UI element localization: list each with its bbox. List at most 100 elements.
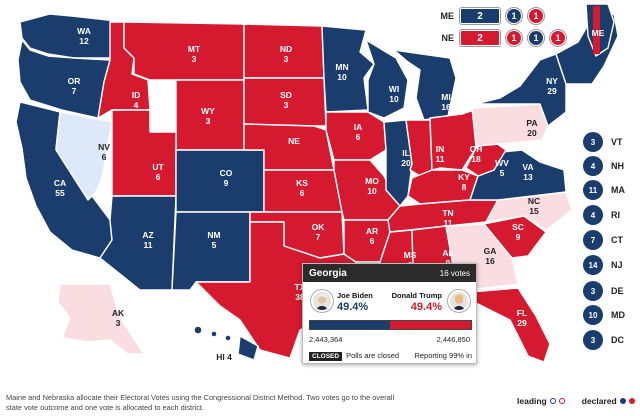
state-label-nm: NM — [207, 230, 220, 240]
legend-leading-dem-ring — [549, 398, 556, 404]
state-votes-ok: 7 — [316, 232, 321, 242]
small-state-ct[interactable]: 7 CT — [583, 230, 623, 250]
state-label-il: IL — [402, 148, 410, 158]
maine-statewide-votes[interactable]: 2 — [460, 8, 500, 24]
state-hi[interactable] — [193, 325, 259, 361]
state-votes-wv: 5 — [500, 168, 505, 178]
state-sd[interactable] — [243, 77, 327, 127]
reporting-status: Reporting 99% in — [414, 351, 472, 360]
state-label-mo: MO — [365, 176, 379, 186]
state-label-wy: WY — [201, 106, 215, 116]
state-votes-nv: 6 — [102, 152, 107, 162]
state-label-tx: TX — [295, 282, 306, 292]
state-label-nd: ND — [280, 44, 292, 54]
state-co[interactable] — [175, 149, 265, 213]
small-state-nj[interactable]: 14 NJ — [583, 255, 623, 275]
maine-district-2[interactable]: 1 — [528, 8, 544, 24]
small-state-votes: 11 — [583, 180, 603, 200]
small-state-votes: 14 — [583, 255, 603, 275]
state-votes-mi: 16 — [441, 102, 451, 112]
state-result-tooltip: Georgia 16 votes Joe Biden 49.4% Donald … — [302, 263, 477, 364]
state-mt[interactable] — [123, 21, 245, 81]
state-label-ak: AK — [112, 308, 125, 318]
state-votes-ky: 8 — [462, 182, 467, 192]
small-state-ma[interactable]: 11 MA — [583, 180, 625, 200]
nebraska-district-2[interactable]: 1 — [528, 30, 544, 46]
state-votes-va: 13 — [523, 172, 533, 182]
state-votes-wi: 10 — [389, 94, 399, 104]
tooltip-state-name: Georgia — [309, 267, 347, 279]
state-votes-id: 4 — [134, 100, 139, 110]
tooltip-header: Georgia 16 votes — [303, 264, 476, 282]
maine-label: ME — [440, 11, 455, 21]
state-ut[interactable] — [111, 109, 177, 197]
small-state-abbr: RI — [611, 210, 620, 220]
tooltip-footer: CLOSED Polls are closed Reporting 99% in — [309, 351, 472, 361]
biden-vote-count: 2,443,364 — [309, 335, 343, 344]
state-votes-ny: 29 — [547, 86, 557, 96]
state-label-ks: KS — [296, 178, 308, 188]
small-state-abbr: DE — [611, 286, 624, 296]
state-label-mi: MI — [441, 92, 450, 102]
legend-declared-label: declared — [581, 396, 617, 406]
state-label-ar: AR — [366, 226, 378, 236]
state-label-al: AL — [442, 248, 453, 258]
state-votes-fl: 29 — [517, 318, 527, 328]
state-label-or: OR — [68, 76, 81, 86]
state-label-in: IN — [436, 144, 445, 154]
state-label-tn: TN — [442, 208, 453, 218]
state-mn[interactable] — [321, 25, 375, 113]
state-votes-tx: 38 — [295, 292, 305, 302]
state-label-wi: WI — [389, 84, 399, 94]
small-state-md[interactable]: 10 MD — [583, 305, 625, 325]
small-state-votes: 10 — [583, 305, 603, 325]
state-az[interactable] — [99, 195, 177, 291]
state-label-wa: WA — [77, 26, 91, 36]
biden-percent: 49.4% — [337, 301, 369, 313]
state-label-wv: WV — [495, 158, 509, 168]
closed-badge: CLOSED — [309, 352, 343, 361]
trump-vote-count: 2,446,850 — [436, 335, 470, 344]
nebraska-district-1[interactable]: 1 — [506, 30, 522, 46]
state-votes-tn: 11 — [444, 218, 453, 228]
maine-district-1[interactable]: 1 — [506, 8, 522, 24]
biden-share-fill — [310, 321, 391, 329]
state-nm[interactable] — [171, 211, 251, 291]
state-votes-nd: 3 — [284, 54, 289, 64]
small-state-votes: 7 — [583, 230, 603, 250]
small-state-vt[interactable]: 3 VT — [583, 132, 623, 152]
nebraska-district-3[interactable]: 1 — [550, 30, 566, 46]
small-state-abbr: NH — [611, 161, 624, 171]
state-label-va: VA — [522, 162, 533, 172]
nebraska-statewide-votes[interactable]: 2 — [460, 30, 500, 46]
state-tx[interactable] — [195, 221, 359, 359]
state-label-id: ID — [132, 90, 141, 100]
split-method-footnote: Maine and Nebraska allocate their Electo… — [6, 393, 395, 413]
polls-status: CLOSED Polls are closed — [309, 351, 399, 361]
state-label-az: AZ — [142, 230, 153, 240]
trump-percent: 49.4% — [410, 301, 442, 313]
state-votes-ia: 6 — [356, 132, 361, 142]
small-state-de[interactable]: 3 DE — [583, 281, 624, 301]
map-legend: leading declared — [517, 396, 635, 406]
state-label-ok: OK — [312, 222, 326, 232]
small-state-nh[interactable]: 4 NH — [583, 156, 624, 176]
maine-district-row: ME 2 1 1 — [436, 8, 544, 24]
state-label-mn: MN — [335, 62, 348, 72]
state-label-ne: NE — [288, 136, 300, 146]
state-label-sd: SD — [280, 90, 292, 100]
small-state-dc[interactable]: 3 DC — [583, 330, 624, 350]
legend-leading-rep-ring — [558, 398, 565, 404]
small-state-abbr: NJ — [611, 260, 623, 270]
small-state-votes: 3 — [583, 132, 603, 152]
state-label-oh: OH — [470, 144, 483, 154]
trump-name: Donald Trump — [391, 291, 442, 300]
small-state-ri[interactable]: 4 RI — [583, 205, 620, 225]
state-ak[interactable] — [57, 283, 145, 355]
state-label-ia: IA — [354, 122, 363, 132]
state-votes-ga: 16 — [485, 256, 495, 266]
state-wi[interactable] — [365, 39, 409, 119]
nebraska-label: NE — [441, 33, 454, 43]
state-label-ut: UT — [152, 162, 164, 172]
